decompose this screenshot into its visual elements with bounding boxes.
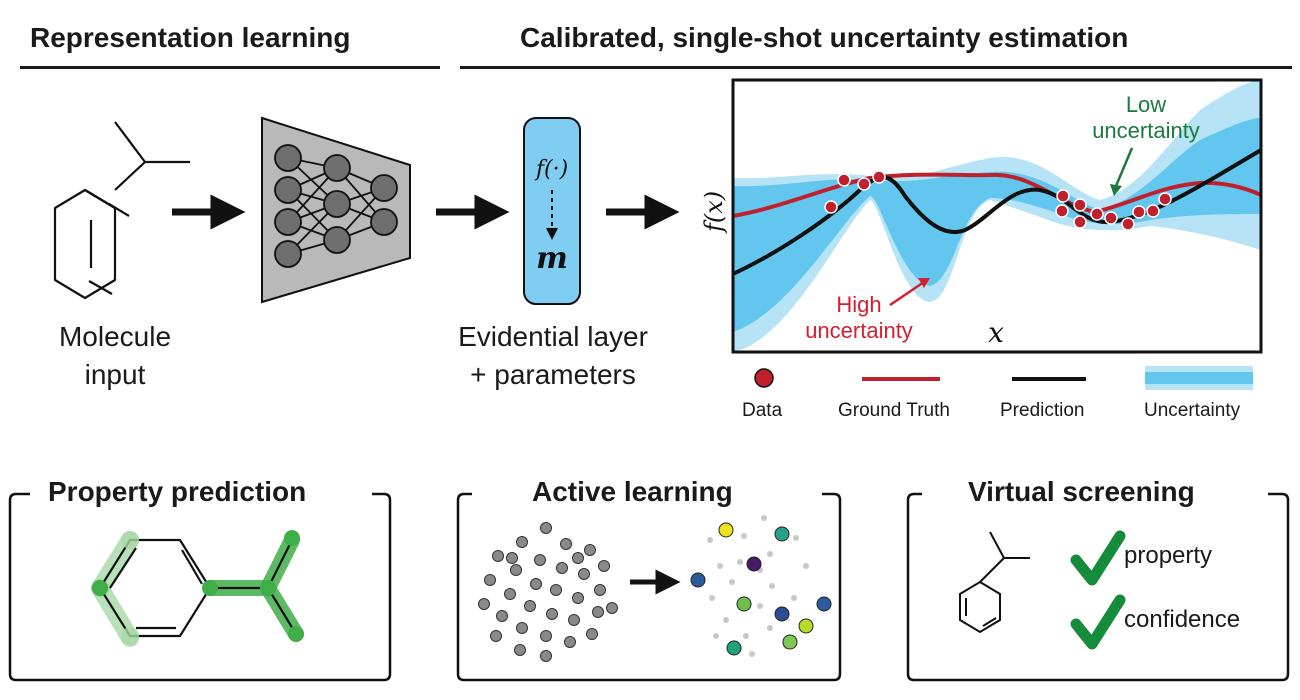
legend-data-marker: [754, 368, 774, 388]
high-label-2: uncertainty: [805, 318, 913, 343]
header-representation-learning: Representation learning: [30, 22, 351, 53]
evidential-label: Evidential layer + parameters: [430, 318, 676, 394]
low-uncertainty-label: Low uncertainty: [1076, 92, 1216, 144]
legend-ground-truth-label: Ground Truth: [838, 400, 950, 421]
data-points: [824, 170, 1172, 231]
bottom-panels: [8, 492, 1290, 682]
check-label-confidence: confidence: [1124, 606, 1241, 633]
panel-property-frame: [8, 492, 392, 682]
molecule-label-1: Molecule: [58, 321, 172, 352]
molecule-substituent: [114, 121, 190, 191]
high-uncertainty-label: High uncertainty: [794, 292, 924, 344]
check-label-property: property: [1124, 542, 1213, 569]
header-uncertainty-estimation: Calibrated, single-shot uncertainty esti…: [520, 22, 1129, 53]
property-molecule: [91, 530, 304, 647]
high-label-1: High: [836, 292, 882, 317]
unlabeled-point-cloud: [478, 522, 618, 662]
molecule-label-2: input: [84, 359, 146, 390]
evidential-layer-box: [523, 117, 581, 305]
virtual-molecule: [959, 531, 1030, 634]
high-uncertainty-arrow: [889, 280, 925, 307]
panel-virtual-title: Virtual screening: [958, 476, 1205, 508]
legend-uncertainty-label: Uncertainty: [1144, 400, 1241, 421]
panel-active-title: Active learning: [522, 476, 743, 508]
panel-virtual-frame: [906, 492, 1290, 682]
legend-data-label: Data: [742, 400, 783, 421]
pipeline-diagram: f(·) m f(x) x: [53, 78, 1263, 390]
evidential-func: f(·): [534, 157, 568, 182]
check-icon-confidence: [1070, 594, 1126, 650]
evidential-label-2: + parameters: [470, 359, 636, 390]
molecule-structure: [53, 188, 130, 300]
legend-prediction-label: Prediction: [1000, 400, 1085, 421]
legend-uncertainty-inner: [1145, 372, 1253, 384]
molecule-input-label: Molecule input: [20, 318, 210, 394]
panel-property-title: Property prediction: [38, 476, 317, 508]
plot-xlabel: x: [988, 316, 1004, 349]
plot-ylabel: f(x): [700, 191, 728, 234]
header-rule-left: [20, 66, 440, 69]
check-icon-property: [1070, 530, 1126, 586]
evidential-param: m: [536, 241, 568, 276]
low-uncertainty-arrow: [1114, 147, 1134, 187]
selected-point-cloud: [690, 515, 832, 657]
low-label-1: Low: [1125, 92, 1167, 117]
panel-active-frame: [456, 492, 842, 682]
evidential-label-1: Evidential layer: [458, 321, 648, 352]
neural-network: [261, 116, 411, 304]
low-label-2: uncertainty: [1092, 118, 1200, 143]
header-rule-right: [460, 66, 1292, 69]
